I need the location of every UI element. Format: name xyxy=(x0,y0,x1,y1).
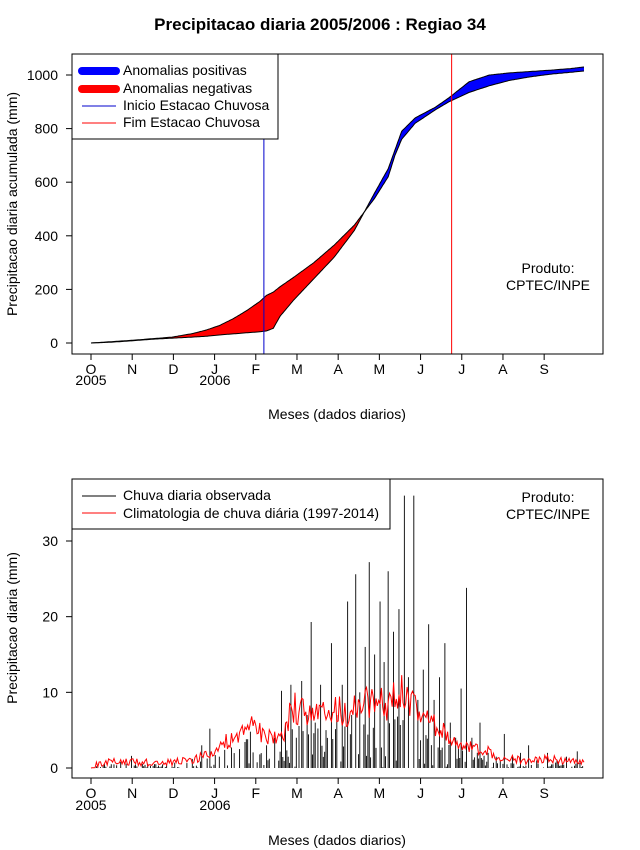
x-tick-label: J xyxy=(211,785,218,801)
y-tick-label: 20 xyxy=(42,609,58,625)
x-tick-label: D xyxy=(168,361,178,377)
bottom-y-ticks: 0 10 20 30 xyxy=(42,533,73,776)
x-tick-label: A xyxy=(334,361,344,377)
y-tick-label: 200 xyxy=(35,281,59,297)
cumulative-chart: O N D J F M A M J J A S 0 200 400 600 800 1000 xyxy=(27,53,604,377)
credit-line-2: CPTEC/INPE xyxy=(506,506,591,522)
credit-line-1: Produto: xyxy=(521,489,575,505)
legend-label-negative: Anomalias negativas xyxy=(123,80,253,96)
x-tick-label: N xyxy=(127,361,137,377)
climatology-daily-line xyxy=(90,675,585,769)
legend-label-observed: Chuva diaria observada xyxy=(123,487,271,503)
x-tick-label: A xyxy=(498,361,508,377)
y-tick-label: 0 xyxy=(50,760,58,776)
y-tick-label: 1000 xyxy=(27,67,58,83)
legend-label-positive: Anomalias positivas xyxy=(123,62,247,78)
y-tick-label: 600 xyxy=(35,174,59,190)
x-tick-label: J xyxy=(211,361,218,377)
top-year-2005: 2005 xyxy=(75,372,107,388)
credit-line-2: CPTEC/INPE xyxy=(506,277,591,293)
bottom-y-axis-label: Precipitacao diaria (mm) xyxy=(4,552,20,704)
y-tick-label: 400 xyxy=(35,228,59,244)
x-tick-label: J xyxy=(458,361,465,377)
observed-daily-bars xyxy=(95,495,584,768)
x-tick-label: A xyxy=(498,785,508,801)
daily-chart: O N D J F M A M J J A S 0 10 20 30 xyxy=(42,478,604,801)
top-y-ticks: 0 200 400 600 800 1000 xyxy=(27,67,73,351)
x-tick-label: S xyxy=(539,361,548,377)
observed-cumulative-line xyxy=(90,66,585,344)
chart-title: Precipitacao diaria 2005/2006 : Regiao 3… xyxy=(154,15,486,34)
y-tick-label: 10 xyxy=(42,684,58,700)
x-tick-label: M xyxy=(291,785,303,801)
x-tick-label: M xyxy=(291,361,303,377)
climatology-cumulative-line xyxy=(90,70,585,344)
legend-label-end: Fim Estacao Chuvosa xyxy=(123,114,260,130)
legend-label-onset: Inicio Estacao Chuvosa xyxy=(123,97,270,113)
bottom-year-2006: 2006 xyxy=(199,797,231,813)
x-tick-label: O xyxy=(86,361,97,377)
y-tick-label: 30 xyxy=(42,533,58,549)
x-tick-label: S xyxy=(539,785,548,801)
top-x-axis-label: Meses (dados diarios) xyxy=(268,406,406,422)
bottom-x-axis-label: Meses (dados diarios) xyxy=(268,832,406,848)
bottom-credit: Produto: CPTEC/INPE xyxy=(506,489,590,523)
x-tick-label: O xyxy=(86,785,97,801)
x-tick-label: N xyxy=(127,785,137,801)
x-tick-label: D xyxy=(168,785,178,801)
credit-line-1: Produto: xyxy=(521,260,575,276)
bottom-legend-box xyxy=(71,478,391,530)
x-tick-label: F xyxy=(252,361,261,377)
top-credit: Produto: CPTEC/INPE xyxy=(506,260,590,294)
x-tick-label: F xyxy=(252,785,261,801)
x-tick-label: M xyxy=(374,361,386,377)
top-year-2006: 2006 xyxy=(199,372,231,388)
x-tick-label: J xyxy=(417,785,424,801)
x-tick-label: J xyxy=(417,361,424,377)
y-tick-label: 0 xyxy=(50,335,58,351)
x-tick-label: A xyxy=(334,785,344,801)
y-tick-label: 800 xyxy=(35,121,59,137)
top-y-axis-label: Precipitacao diaria acumulada (mm) xyxy=(4,91,20,317)
x-tick-label: M xyxy=(374,785,386,801)
x-tick-label: J xyxy=(458,785,465,801)
bottom-year-2005: 2005 xyxy=(75,797,107,813)
legend-label-climatology: Climatologia de chuva diária (1997-2014) xyxy=(123,505,380,521)
